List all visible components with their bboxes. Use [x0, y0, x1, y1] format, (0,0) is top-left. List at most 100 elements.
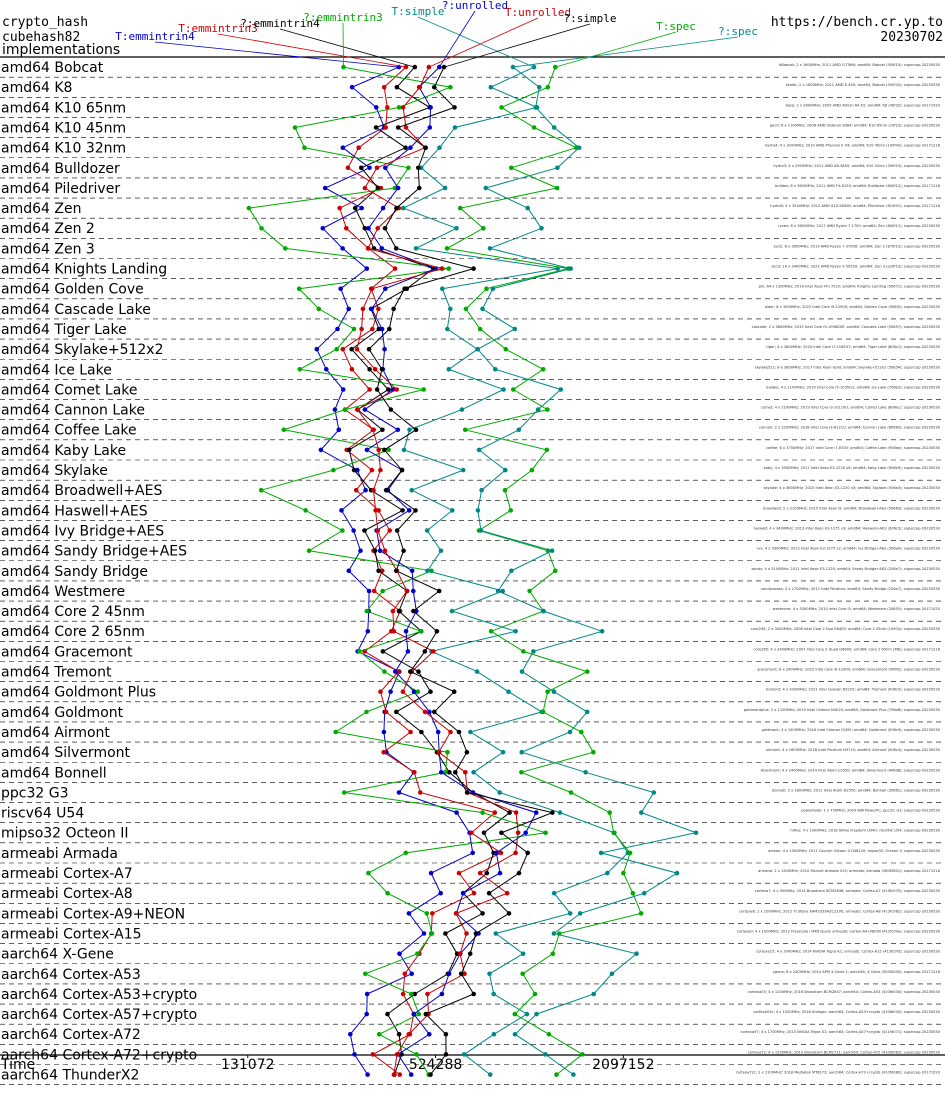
data-point [395, 185, 401, 191]
row-label: amd64 Goldmont [1, 705, 124, 721]
data-point [464, 749, 470, 755]
data-point [402, 971, 408, 977]
data-point [519, 749, 524, 755]
header-site: https://bench.cr.yp.to [770, 15, 943, 30]
data-point [515, 830, 521, 836]
data-point [418, 629, 424, 634]
data-point [383, 125, 389, 130]
data-point [478, 528, 484, 533]
data-point [346, 447, 352, 453]
data-point [481, 226, 486, 231]
data-point [513, 850, 518, 856]
data-point [376, 447, 382, 453]
data-point [408, 729, 413, 735]
data-point [513, 629, 518, 634]
data-point [367, 165, 372, 171]
data-point [418, 790, 423, 795]
data-point [411, 1011, 417, 1017]
series-label: ?:spec [718, 25, 758, 38]
data-point [355, 407, 360, 412]
data-point [543, 830, 548, 836]
data-point [394, 84, 400, 90]
data-point [425, 568, 430, 574]
data-point [394, 205, 399, 211]
data-point [395, 427, 401, 433]
row-label: amd64 Airmont [1, 725, 110, 741]
data-point [471, 770, 476, 775]
data-point [366, 226, 371, 231]
row-note: bonnell; 2 x 1800MHz; 2011 Intel Atom D2… [772, 788, 941, 792]
row-label: amd64 Comet Lake [1, 382, 138, 398]
data-point [381, 729, 387, 735]
data-point [366, 346, 372, 352]
data-point [674, 870, 680, 876]
data-point [376, 568, 381, 574]
data-point [459, 407, 465, 412]
data-point [320, 226, 326, 231]
data-point [506, 689, 511, 694]
row-note: kaby; 4 x 3500MHz; 2017 Intel Xeon E3-12… [764, 466, 941, 470]
data-point [360, 306, 366, 312]
data-point [388, 407, 394, 412]
row-label: aarch64 X-Gene [1, 947, 114, 963]
row-label: amd64 Zen [1, 201, 81, 217]
data-point [532, 991, 538, 997]
data-point [322, 185, 328, 191]
row-label: amd64 Ivy Bridge+AES [1, 523, 164, 539]
data-point [409, 991, 414, 997]
data-point [529, 467, 535, 473]
data-point [365, 629, 371, 634]
data-point [333, 729, 339, 735]
data-point [387, 326, 392, 332]
data-point [567, 729, 573, 735]
row-note: skylake512; 8 x 3800MHz; 2017 Intel Xeon… [755, 365, 941, 369]
row-note: ivy; 4 x 3300MHz; 2012 Intel Xeon E3-127… [757, 547, 940, 551]
data-point [401, 447, 407, 453]
data-point [364, 991, 370, 997]
data-point [521, 649, 526, 654]
row-label: riscv64 U54 [1, 806, 84, 822]
data-point [488, 629, 494, 634]
data-point [415, 951, 420, 956]
data-point [580, 1052, 585, 1057]
data-point [415, 689, 421, 694]
row-note: comet; 4 x 2100MHz; 2019 Intel Core i3-1… [761, 406, 941, 410]
data-point [416, 1011, 422, 1017]
data-point [376, 326, 382, 332]
data-point [512, 1011, 518, 1017]
row-label: amd64 Tremont [1, 665, 112, 681]
data-point [499, 105, 504, 110]
data-point [484, 286, 489, 292]
row-label: amd64 Ice Lake [1, 362, 112, 378]
row-note: cortexa9; 4 x 1000MHz; 2012 Freescale i.… [737, 929, 941, 933]
data-point [454, 226, 459, 231]
data-point [403, 64, 409, 70]
data-point [463, 306, 469, 312]
data-point [422, 649, 428, 654]
data-point [394, 387, 400, 392]
row-label: amd64 Cascade Lake [1, 302, 151, 318]
data-point [546, 1032, 552, 1037]
data-point [448, 729, 453, 735]
data-point [314, 346, 320, 352]
data-point [422, 709, 428, 715]
data-point [480, 911, 485, 916]
series-label: ?:emmintrin4 [240, 17, 320, 30]
data-point [416, 165, 421, 171]
data-point [349, 84, 355, 90]
data-point [551, 890, 557, 896]
data-point [340, 346, 346, 352]
data-point [549, 548, 555, 553]
data-point [512, 1032, 518, 1037]
data-point [516, 427, 522, 433]
data-point [413, 427, 419, 433]
data-point [544, 447, 550, 453]
row-note: sandy; 4 x 3100MHz; 2011 Intel Xeon E3-1… [751, 567, 940, 571]
data-point [413, 246, 419, 251]
data-point [342, 407, 348, 412]
data-point [359, 326, 364, 332]
data-point [462, 971, 467, 977]
data-point [445, 749, 450, 755]
data-point [374, 165, 380, 171]
